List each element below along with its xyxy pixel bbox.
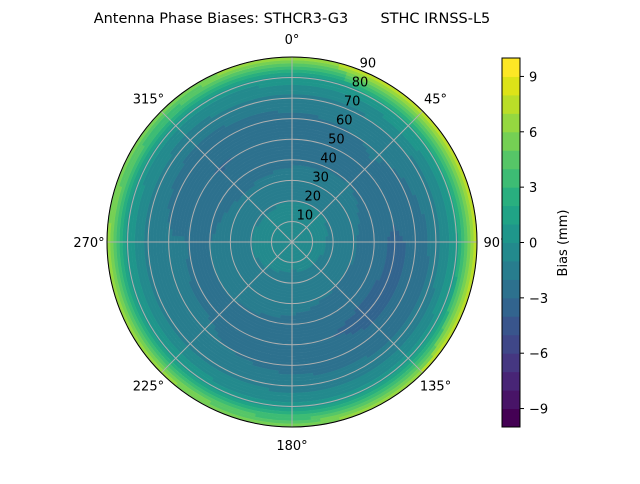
radial-tick-label: 80 [352, 76, 369, 91]
colorbar-tick-label: 6 [529, 126, 537, 141]
colorbar-level [502, 390, 520, 410]
colorbar-tick-label: −9 [529, 403, 548, 418]
colorbar-level [502, 113, 520, 133]
colorbar-tick-label: −6 [529, 347, 548, 362]
colorbar-level [502, 316, 520, 336]
colorbar-level [502, 187, 520, 207]
colorbar-level [502, 150, 520, 170]
angular-gridline [160, 241, 293, 374]
colorbar-level [502, 297, 520, 317]
angle-tick-label: 45° [424, 92, 447, 107]
colorbar-level [502, 371, 520, 391]
radial-tick-label: 90 [360, 57, 377, 72]
polar-frame [106, 56, 478, 428]
angular-gridline [291, 241, 424, 374]
colorbar: −9 −6 −3 0 3 6 9 [501, 57, 548, 428]
angle-tick-label: 225° [133, 380, 164, 395]
polar-axes: 0° 45° 90° 135° 180° 225° 270° 315° 10 20 30 40 50 60… [73, 33, 506, 454]
radial-tick-label: 50 [328, 133, 345, 148]
angle-tick-label: 0° [285, 33, 300, 48]
angle-tick-label: 180° [276, 439, 307, 454]
radial-tick-label: 40 [320, 152, 337, 167]
colorbar-level [502, 131, 520, 151]
colorbar-label: Bias (mm) [556, 210, 571, 277]
radial-tick-label: 10 [297, 209, 314, 224]
angular-gridline [291, 110, 424, 243]
radial-tick-label: 30 [312, 171, 329, 186]
colorbar-level [502, 205, 520, 225]
angle-tick-label: 270° [73, 236, 104, 251]
angle-tick-label: 90° [483, 236, 506, 251]
radial-tick-label: 60 [336, 114, 353, 129]
colorbar-level [502, 242, 520, 262]
colorbar-tick-label: 3 [529, 181, 537, 196]
colorbar-level [502, 224, 520, 243]
colorbar-level [502, 408, 520, 428]
angular-gridline [160, 110, 293, 243]
radial-tick-label: 70 [344, 95, 361, 110]
colorbar-level [502, 334, 520, 354]
colorbar-level [502, 279, 520, 299]
colorbar-tick-label: 0 [529, 237, 537, 252]
chart-title: Antenna Phase Biases: STHCR3-G3 STHC IRN… [94, 11, 491, 27]
colorbar-level [502, 260, 520, 280]
angle-tick-label: 135° [420, 380, 451, 395]
colorbar-level [502, 94, 520, 114]
radial-tick-label: 20 [305, 190, 322, 205]
contour-cell [290, 269, 298, 274]
angle-tick-label: 315° [133, 92, 164, 107]
colorbar-level [502, 353, 520, 373]
colorbar-tick-label: 9 [529, 70, 537, 85]
colorbar-level [502, 168, 520, 188]
colorbar-level [502, 58, 520, 77]
colorbar-tick-label: −3 [529, 292, 548, 307]
colorbar-level [502, 76, 520, 96]
